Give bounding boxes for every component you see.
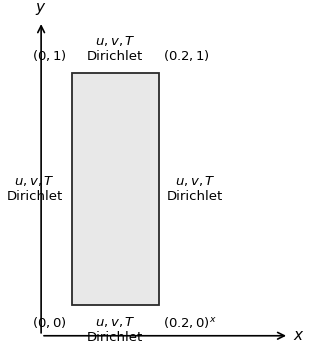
Text: $x$: $x$ [293, 328, 305, 343]
Text: $(0.2, 0)^x$: $(0.2, 0)^x$ [163, 315, 217, 330]
Text: $y$: $y$ [35, 1, 47, 17]
Bar [72, 72, 158, 305]
Text: $(0, 0)$: $(0, 0)$ [32, 315, 67, 330]
Text: $(0.2, 1)$: $(0.2, 1)$ [163, 48, 210, 63]
Text: $u, v, T$
Dirichlet: $u, v, T$ Dirichlet [7, 174, 63, 203]
Text: $u, v, T$
Dirichlet: $u, v, T$ Dirichlet [87, 34, 143, 63]
Text: $(0, 1)$: $(0, 1)$ [32, 48, 67, 63]
Text: $u, v, T$
Dirichlet: $u, v, T$ Dirichlet [167, 174, 223, 203]
Text: $u, v, T$
Dirichlet: $u, v, T$ Dirichlet [87, 315, 143, 344]
